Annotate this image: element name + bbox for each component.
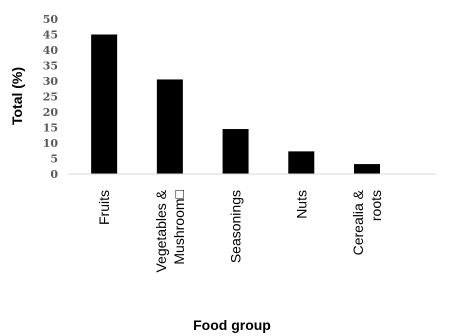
x-tick-label: Nuts (293, 190, 309, 219)
x-tick-label: Fruits (96, 190, 112, 225)
bar (156, 79, 183, 174)
y-tick-label: 5 (50, 153, 58, 166)
y-tick-label: 30 (43, 75, 59, 88)
x-tick-label: Seasonings (228, 190, 244, 263)
bars (91, 34, 380, 174)
y-axis-ticks: 0 5 10 15 20 25 30 35 40 45 50 (43, 13, 59, 181)
x-tick-label: roots (368, 190, 384, 221)
y-axis-title: Total (%) (9, 67, 25, 125)
x-tick-label: Vegetables & (153, 189, 169, 272)
y-tick-label: 0 (50, 168, 58, 181)
x-axis-title: Food group (193, 317, 271, 333)
x-tick-label: Cerealia & (350, 189, 366, 255)
bar (354, 164, 380, 174)
x-axis-categories: Fruits Vegetables & Mushroom□ Seasonings Nut… (96, 189, 384, 272)
y-tick-label: 25 (43, 91, 58, 104)
y-tick-label: 10 (43, 137, 59, 150)
y-tick-label: 40 (43, 44, 59, 57)
x-tick-label: Mushroom□ (171, 189, 187, 264)
bar (91, 34, 118, 174)
y-tick-label: 20 (43, 106, 59, 119)
y-tick-label: 50 (43, 13, 59, 26)
y-tick-label: 45 (43, 29, 58, 42)
y-tick-label: 15 (43, 122, 58, 135)
bar (288, 151, 315, 174)
bar (222, 129, 249, 174)
y-tick-label: 35 (43, 60, 58, 73)
